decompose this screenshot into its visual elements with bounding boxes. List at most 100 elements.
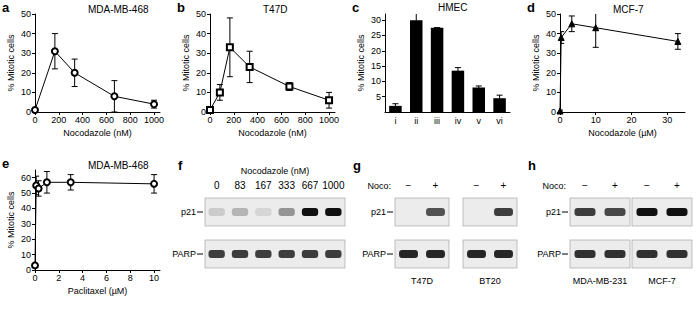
svg-text:T47D: T47D	[263, 4, 287, 15]
svg-text:667: 667	[302, 180, 319, 191]
svg-text:0: 0	[214, 180, 220, 191]
svg-text:f: f	[178, 158, 183, 173]
svg-text:20: 20	[626, 115, 636, 125]
svg-text:20: 20	[21, 234, 31, 244]
svg-text:+: +	[501, 180, 507, 191]
svg-text:−: −	[474, 180, 480, 191]
svg-text:600: 600	[274, 115, 289, 125]
svg-text:MDA-MB-468: MDA-MB-468	[88, 160, 149, 171]
svg-text:0: 0	[201, 107, 206, 117]
svg-text:40: 40	[21, 203, 31, 213]
svg-text:d: d	[527, 0, 535, 15]
svg-text:1000: 1000	[322, 180, 345, 191]
svg-text:PARP: PARP	[172, 249, 196, 259]
svg-text:30: 30	[371, 15, 381, 25]
svg-text:% Mitotic cells: % Mitotic cells	[356, 34, 366, 92]
svg-text:200: 200	[51, 115, 66, 125]
svg-text:+: +	[612, 180, 618, 191]
svg-text:30: 30	[21, 219, 31, 229]
svg-text:MCF-7: MCF-7	[613, 4, 644, 15]
svg-text:50: 50	[546, 9, 556, 19]
svg-text:% Mitotic cells: % Mitotic cells	[531, 34, 541, 92]
svg-text:333: 333	[278, 180, 295, 191]
svg-text:40: 40	[21, 29, 31, 39]
svg-text:HMEC: HMEC	[438, 2, 467, 13]
svg-text:−: −	[582, 180, 588, 191]
svg-text:10: 10	[21, 250, 31, 260]
svg-text:g: g	[353, 158, 361, 173]
svg-text:167: 167	[255, 180, 272, 191]
svg-text:800: 800	[298, 115, 313, 125]
svg-text:T47D: T47D	[411, 276, 434, 286]
svg-text:1000: 1000	[144, 115, 164, 125]
svg-text:2: 2	[56, 273, 61, 283]
svg-text:Noco:: Noco:	[367, 181, 391, 191]
svg-text:p21: p21	[546, 207, 561, 217]
svg-text:Nocodazole (nM): Nocodazole (nM)	[238, 128, 307, 138]
svg-text:MCF-7: MCF-7	[648, 276, 676, 286]
svg-text:ii: ii	[414, 116, 418, 126]
svg-text:30: 30	[196, 48, 206, 58]
svg-text:0: 0	[207, 115, 212, 125]
svg-text:10: 10	[149, 273, 159, 283]
svg-text:20: 20	[196, 68, 206, 78]
svg-text:iii: iii	[434, 116, 440, 126]
svg-text:40: 40	[546, 29, 556, 39]
svg-text:10: 10	[196, 87, 206, 97]
svg-text:e: e	[2, 156, 9, 171]
svg-text:+: +	[433, 180, 439, 191]
svg-text:% Mitotic cells: % Mitotic cells	[6, 34, 16, 92]
svg-text:400: 400	[75, 115, 90, 125]
svg-text:20: 20	[546, 68, 556, 78]
svg-text:600: 600	[99, 115, 114, 125]
svg-text:% Mitotic cells: % Mitotic cells	[181, 34, 191, 92]
svg-text:15: 15	[371, 61, 381, 71]
svg-text:60: 60	[21, 173, 31, 183]
svg-text:5: 5	[376, 92, 381, 102]
svg-text:83: 83	[234, 180, 246, 191]
svg-text:4: 4	[80, 273, 85, 283]
svg-text:10: 10	[591, 115, 601, 125]
svg-text:b: b	[177, 0, 185, 15]
svg-text:MDA-MB-231: MDA-MB-231	[573, 276, 628, 286]
svg-text:0: 0	[32, 115, 37, 125]
svg-text:40: 40	[196, 29, 206, 39]
svg-text:i: i	[394, 116, 396, 126]
svg-text:iv: iv	[455, 116, 462, 126]
svg-text:−: −	[644, 180, 650, 191]
svg-text:+: +	[674, 180, 680, 191]
svg-text:400: 400	[250, 115, 265, 125]
svg-text:a: a	[2, 0, 10, 15]
svg-text:30: 30	[662, 115, 672, 125]
svg-text:BT20: BT20	[479, 276, 501, 286]
svg-text:0: 0	[551, 107, 556, 117]
svg-text:20: 20	[21, 68, 31, 78]
svg-text:50: 50	[21, 188, 31, 198]
svg-text:Nocodazole (nM): Nocodazole (nM)	[241, 166, 310, 176]
svg-text:10: 10	[371, 76, 381, 86]
svg-text:Nocodazole (nM): Nocodazole (nM)	[63, 128, 132, 138]
svg-text:PARP: PARP	[362, 249, 386, 259]
svg-text:20: 20	[371, 46, 381, 56]
svg-text:50: 50	[196, 9, 206, 19]
svg-text:p21: p21	[181, 207, 196, 217]
svg-text:0: 0	[26, 265, 31, 275]
svg-text:c: c	[352, 0, 359, 15]
svg-text:vi: vi	[496, 116, 503, 126]
svg-text:Noco:: Noco:	[542, 181, 566, 191]
svg-text:50: 50	[21, 9, 31, 19]
svg-text:30: 30	[21, 48, 31, 58]
svg-text:1000: 1000	[319, 115, 339, 125]
svg-text:Nocodazole (µM): Nocodazole (µM)	[588, 128, 657, 138]
svg-text:6: 6	[104, 273, 109, 283]
svg-text:Paclitaxel (µM): Paclitaxel (µM)	[68, 286, 128, 296]
svg-text:v: v	[477, 116, 482, 126]
svg-text:800: 800	[123, 115, 138, 125]
svg-text:% Mitotic cells: % Mitotic cells	[6, 191, 16, 249]
svg-text:h: h	[528, 158, 536, 173]
svg-text:25: 25	[371, 30, 381, 40]
svg-text:PARP: PARP	[537, 249, 561, 259]
svg-text:0: 0	[557, 115, 562, 125]
svg-text:0: 0	[26, 107, 31, 117]
svg-text:30: 30	[546, 48, 556, 58]
